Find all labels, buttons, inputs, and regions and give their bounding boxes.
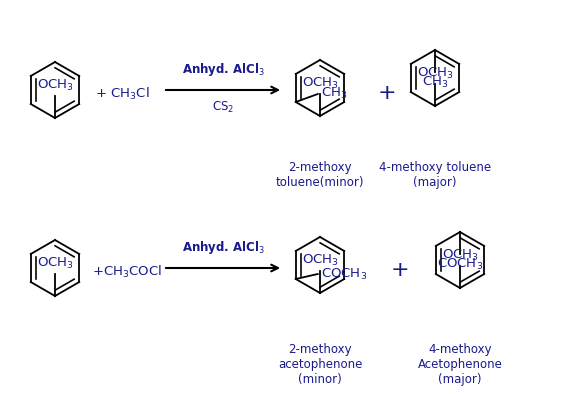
Text: OCH$_3$: OCH$_3$ bbox=[302, 253, 338, 268]
Text: OCH$_3$: OCH$_3$ bbox=[442, 248, 479, 263]
Text: OCH$_3$: OCH$_3$ bbox=[37, 256, 73, 271]
Text: +: + bbox=[390, 260, 409, 280]
Text: CH$_3$: CH$_3$ bbox=[421, 75, 448, 90]
Text: CS$_2$: CS$_2$ bbox=[212, 100, 234, 115]
Text: +: + bbox=[377, 83, 396, 103]
Text: COCH$_3$: COCH$_3$ bbox=[437, 257, 483, 272]
Text: + CH$_3$Cl: + CH$_3$Cl bbox=[95, 86, 150, 102]
Text: +CH$_3$COCl: +CH$_3$COCl bbox=[92, 264, 162, 280]
Text: OCH$_3$: OCH$_3$ bbox=[37, 78, 73, 93]
Text: OCH$_3$: OCH$_3$ bbox=[302, 76, 338, 91]
Text: 2-methoxy
toluene(minor): 2-methoxy toluene(minor) bbox=[276, 161, 364, 189]
Text: CH$_3$: CH$_3$ bbox=[321, 85, 347, 100]
Text: Anhyd. AlCl$_3$: Anhyd. AlCl$_3$ bbox=[181, 61, 264, 78]
Text: COCH$_3$: COCH$_3$ bbox=[321, 266, 367, 282]
Text: OCH$_3$: OCH$_3$ bbox=[416, 66, 454, 81]
Text: 4-methoxy toluene
(major): 4-methoxy toluene (major) bbox=[379, 161, 491, 189]
Text: 2-methoxy
acetophenone
(minor): 2-methoxy acetophenone (minor) bbox=[278, 343, 362, 386]
Text: Anhyd. AlCl$_3$: Anhyd. AlCl$_3$ bbox=[181, 239, 264, 256]
Text: 4-methoxy
Acetophenone
(major): 4-methoxy Acetophenone (major) bbox=[418, 343, 502, 386]
